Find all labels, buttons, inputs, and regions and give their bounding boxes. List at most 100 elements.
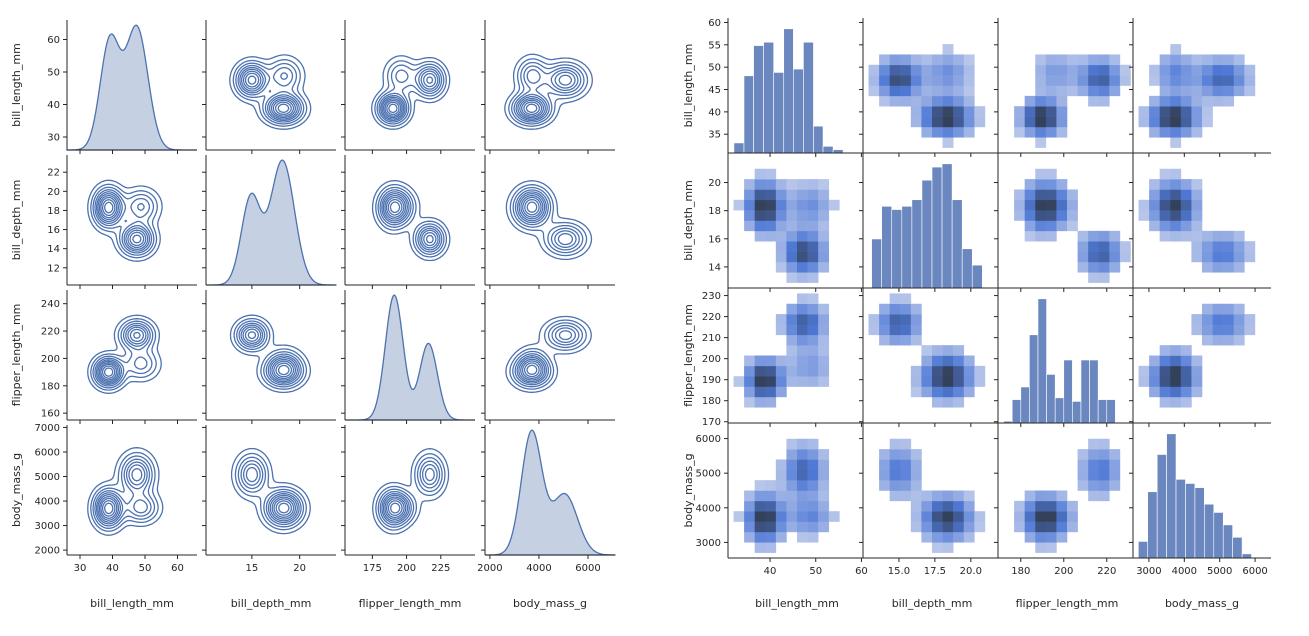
kde-contour-line: [512, 322, 584, 388]
hist2d-cell: [942, 345, 954, 356]
hist-panel-bill_depth_mm-vs-flipper_length_mm: [994, 153, 1136, 292]
hist2d-cell: [1035, 137, 1047, 148]
hist2d-cell: [1014, 116, 1025, 128]
y-tick-label: 16: [47, 225, 60, 236]
hist2d-cell: [910, 500, 922, 512]
hist2d-cell: [797, 376, 808, 387]
hist2d-cell: [953, 75, 965, 86]
hist2d-cell: [775, 355, 787, 367]
hist2d-cell: [807, 531, 819, 543]
hist2d-cell: [797, 480, 808, 491]
kde-contour-line: [90, 183, 158, 259]
hist2d-cell: [1138, 199, 1150, 211]
hist2d-cell: [807, 179, 819, 190]
hist2d-cell: [1233, 75, 1245, 86]
hist2d-cell: [786, 469, 798, 481]
hist2d-cell: [744, 355, 755, 367]
hist2d-cell: [1159, 189, 1171, 201]
hist2d-cell: [1088, 459, 1100, 471]
hist2d-cell: [1244, 241, 1256, 252]
kde-contour-line: [379, 189, 443, 253]
hist2d-cell: [807, 230, 819, 242]
kde-panel-flipper_length_mm-vs-body_mass_g: [481, 290, 615, 424]
kde-contour-line: [390, 502, 401, 514]
hist2d-cell: [1056, 106, 1068, 117]
hist2d-cell: [1212, 303, 1224, 315]
hist2d-cell: [889, 314, 901, 325]
hist2d-cell: [797, 469, 808, 481]
hist2d-cell: [1212, 75, 1224, 86]
hist2d-cell: [1212, 324, 1224, 336]
hist2d-cell: [797, 438, 808, 450]
hist2d-cell: [900, 75, 912, 86]
x-axis-label: bill_length_mm: [90, 597, 174, 610]
hist2d-cell: [921, 64, 933, 76]
x-tick-label: 15: [246, 563, 259, 574]
hist2d-cell: [1067, 199, 1078, 211]
hist2d-cell: [942, 521, 954, 533]
hist2d-cell: [1233, 230, 1245, 242]
hist2d-cell: [786, 189, 798, 201]
hist2d-cell: [1024, 189, 1036, 201]
hist2d-cell: [900, 334, 912, 346]
hist2d-cell: [1202, 116, 1213, 128]
hist2d-cell: [1035, 490, 1047, 502]
hist2d-cell: [1170, 386, 1182, 398]
hist2d-cell: [889, 75, 901, 86]
hist2d-cell: [786, 521, 798, 533]
kde-panel-bill_length_mm-vs-bill_depth_mm: [202, 20, 336, 154]
hist2d-cell: [754, 210, 766, 221]
hist2d-cell: [1098, 261, 1110, 273]
hist2d-cell: [1098, 459, 1110, 471]
kde-contour-line: [95, 324, 149, 385]
hist2d-cell: [744, 220, 755, 232]
hist2d-cell: [1067, 75, 1078, 86]
hist2d-cell: [786, 490, 798, 502]
hist2d-cell: [889, 293, 901, 305]
hist2d-cell: [974, 106, 986, 117]
x-tick-label: 60: [171, 563, 184, 574]
hist2d-cell: [1035, 168, 1047, 180]
hist2d-cell: [1045, 511, 1057, 522]
hist2d-cell: [942, 126, 954, 138]
hist2d-cell: [900, 303, 912, 315]
hist2d-cell: [807, 210, 819, 221]
hist2d-cell: [1170, 126, 1182, 138]
kde-contour-line: [97, 193, 149, 251]
hist2d-cell: [818, 449, 830, 460]
kde-contour-line: [514, 324, 580, 386]
y-tick-label: 35: [708, 130, 721, 141]
hist2d-cell: [889, 459, 901, 471]
y-tick-label: 4000: [696, 503, 721, 514]
kde-contour-line: [523, 362, 540, 378]
hist2d-cell: [921, 345, 933, 356]
hist2d-cell: [1170, 106, 1182, 117]
hist2d-cell: [953, 376, 965, 387]
kde-contour-line: [522, 196, 542, 218]
hist2d-cell: [1045, 126, 1057, 138]
hist2d-cell: [818, 303, 830, 315]
hist2d-cell: [1180, 396, 1192, 408]
hist2d-cell: [775, 365, 787, 377]
kde-contour-line: [518, 193, 574, 246]
hist2d-cell: [828, 199, 840, 211]
kde-contour-line: [524, 198, 540, 216]
hist2d-cell: [1024, 220, 1036, 232]
x-tick-label: 15.0: [888, 566, 910, 577]
hist2d-cell: [797, 334, 808, 346]
hist2d-cell: [1170, 168, 1182, 180]
hist2d-cell: [797, 355, 808, 367]
hist2d-cell: [1202, 251, 1213, 263]
hist2d-cell: [900, 314, 912, 325]
hist2d-cell: [797, 303, 808, 315]
hist2d-cell: [921, 511, 933, 522]
hist2d-cell: [1170, 220, 1182, 232]
hist2d-cell: [786, 511, 798, 522]
y-tick-label: 170: [702, 417, 721, 428]
hist2d-cell: [807, 220, 819, 232]
hist-bar: [1029, 334, 1039, 424]
hist2d-cell: [942, 386, 954, 398]
hist-bar: [753, 45, 764, 154]
hist2d-cell: [754, 168, 766, 180]
x-tick-label: 6000: [575, 563, 600, 574]
